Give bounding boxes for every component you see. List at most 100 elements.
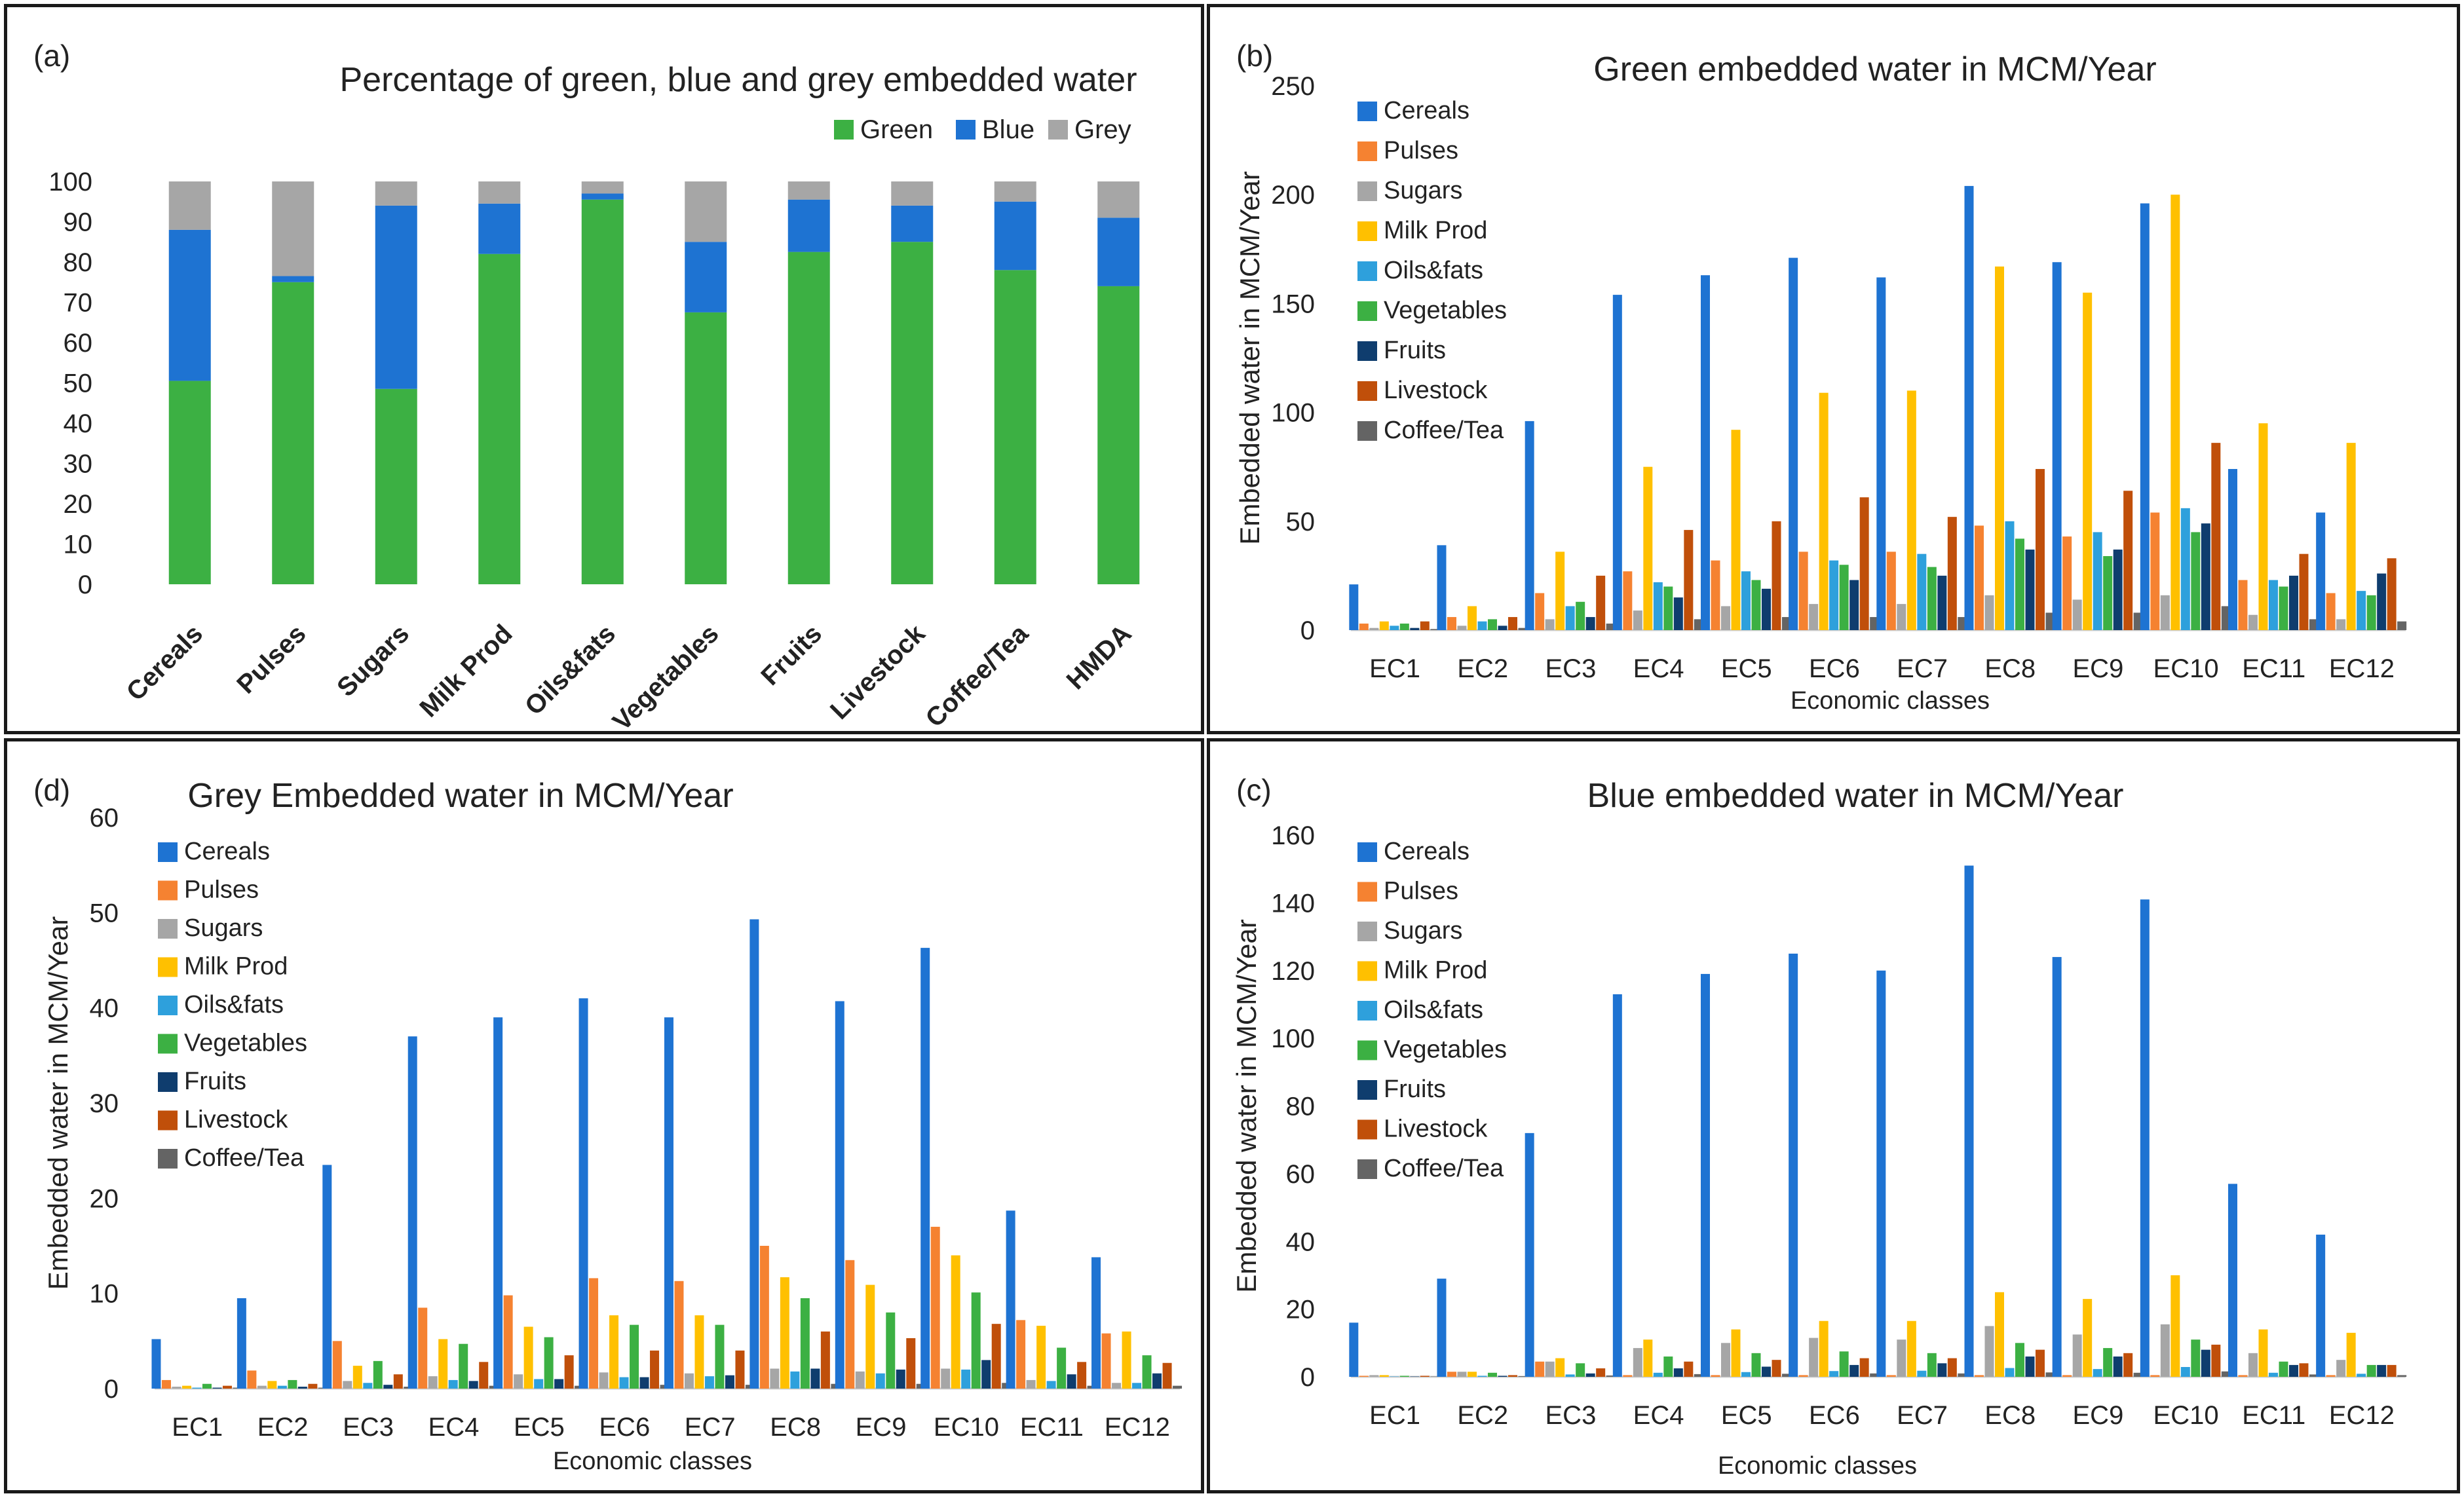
bar-sugars-blue bbox=[375, 205, 417, 389]
y-tick-label: 20 bbox=[1286, 1296, 1316, 1324]
bar-ec9-livestock bbox=[906, 1338, 916, 1389]
legend-swatch-milk-prod bbox=[1357, 221, 1377, 241]
bar-ec10-sugars bbox=[2160, 1324, 2170, 1377]
bar-ec12-coffee-tea bbox=[2397, 1375, 2407, 1377]
bar-ec4-milk-prod bbox=[438, 1339, 448, 1389]
legend-label-vegetables: Vegetables bbox=[184, 1030, 307, 1057]
y-tick-label: 30 bbox=[64, 450, 93, 479]
bar-ec2-sugars bbox=[1457, 1372, 1467, 1377]
bar-ec10-oils-fats bbox=[961, 1369, 971, 1389]
bar-ec11-cereals bbox=[2228, 469, 2237, 630]
bar-ec11-cereals bbox=[1006, 1210, 1015, 1389]
chart-title: Grey Embedded water in MCM/Year bbox=[187, 777, 733, 815]
bar-ec6-vegetables bbox=[1839, 1351, 1849, 1377]
x-tick-label: EC4 bbox=[1633, 1401, 1684, 1430]
bar-ec2-oils-fats bbox=[1477, 1376, 1487, 1377]
bar-ec9-cereals bbox=[2052, 957, 2062, 1377]
bar-hmda-blue bbox=[1097, 217, 1140, 286]
bar-ec5-oils-fats bbox=[534, 1379, 544, 1389]
bar-ec8-cereals bbox=[1964, 865, 1974, 1377]
bar-vegetables-green bbox=[685, 312, 727, 584]
bar-coffee-tea-blue bbox=[994, 201, 1036, 271]
bar-ec7-oils-fats bbox=[1917, 553, 1927, 630]
bar-ec7-milk-prod bbox=[694, 1315, 704, 1389]
x-tick-label: EC3 bbox=[1545, 1401, 1597, 1430]
bar-ec12-fruits bbox=[1152, 1373, 1162, 1389]
x-tick-label: EC12 bbox=[2329, 654, 2395, 683]
bar-ec1-oils-fats bbox=[1390, 1376, 1399, 1377]
bar-ec6-milk-prod bbox=[1819, 392, 1829, 630]
y-axis-title: Embedded water in MCM/Year bbox=[43, 916, 73, 1290]
bar-ec1-cereals bbox=[1349, 1322, 1359, 1377]
bar-ec12-cereals bbox=[2316, 1234, 2326, 1377]
bar-ec4-oils-fats bbox=[1653, 1372, 1663, 1377]
x-tick-label: EC2 bbox=[1457, 654, 1508, 683]
x-tick-label: EC1 bbox=[1369, 654, 1420, 683]
y-tick-label: 90 bbox=[64, 208, 93, 237]
bar-ec9-oils-fats bbox=[2093, 1369, 2102, 1377]
bar-milk-prod-green bbox=[478, 253, 521, 584]
bar-ec4-pulses bbox=[1623, 571, 1633, 630]
legend-swatch-vegetables bbox=[1357, 301, 1377, 321]
bar-ec8-milk-prod bbox=[1995, 1292, 2004, 1377]
y-tick-label: 50 bbox=[90, 899, 119, 927]
bar-ec9-vegetables bbox=[2103, 1348, 2113, 1377]
y-tick-label: 40 bbox=[1286, 1227, 1316, 1256]
x-tick-label: EC12 bbox=[1105, 1413, 1170, 1442]
bar-ec2-vegetables bbox=[1488, 619, 1497, 630]
bar-cereals-grey bbox=[168, 181, 211, 230]
bar-ec2-sugars bbox=[1457, 626, 1467, 630]
bar-ec9-cereals bbox=[835, 1001, 844, 1389]
bar-ec10-livestock bbox=[991, 1324, 1001, 1389]
y-axis-title: Embedded water in MCM/Year bbox=[1234, 171, 1265, 544]
legend-swatch-livestock bbox=[1357, 1119, 1377, 1140]
bar-ec8-livestock bbox=[2036, 1349, 2045, 1377]
bar-ec10-fruits bbox=[2201, 523, 2210, 630]
x-tick-label: Milk Prod bbox=[414, 619, 518, 722]
bar-ec6-fruits bbox=[639, 1377, 649, 1389]
y-tick-label: 10 bbox=[64, 531, 93, 559]
bar-ec3-oils-fats bbox=[363, 1383, 373, 1389]
bar-ec11-sugars bbox=[2248, 1353, 2258, 1377]
y-tick-label: 20 bbox=[64, 490, 93, 519]
legend-swatch-coffee-tea bbox=[1357, 1159, 1377, 1179]
bar-ec5-cereals bbox=[493, 1017, 503, 1389]
bar-ec12-cereals bbox=[2316, 512, 2326, 630]
legend-label-vegetables: Vegetables bbox=[1384, 297, 1507, 324]
bar-hmda-green bbox=[1097, 286, 1140, 584]
bar-ec3-livestock bbox=[393, 1374, 403, 1389]
legend-label-livestock: Livestock bbox=[1384, 377, 1488, 404]
bar-ec1-livestock bbox=[1420, 621, 1430, 630]
x-tick-label: Oils&fats bbox=[520, 619, 621, 721]
x-tick-label: Coffee/Tea bbox=[920, 619, 1034, 733]
bar-ec6-livestock bbox=[1859, 497, 1869, 630]
bar-ec3-fruits bbox=[383, 1385, 393, 1389]
bar-ec5-pulses bbox=[503, 1295, 513, 1389]
x-axis-title: Economic classes bbox=[1791, 687, 1990, 715]
bar-ec9-fruits bbox=[896, 1369, 905, 1389]
bar-ec6-sugars bbox=[1809, 604, 1819, 630]
x-tick-label: EC11 bbox=[1020, 1413, 1084, 1442]
bar-ec5-vegetables bbox=[1751, 580, 1761, 630]
bar-ec5-cereals bbox=[1701, 275, 1710, 630]
legend-label-cereals: Cereals bbox=[184, 838, 270, 865]
bar-ec8-vegetables bbox=[2015, 538, 2024, 630]
bar-ec5-livestock bbox=[1772, 1360, 1781, 1377]
bar-ec1-cereals bbox=[1349, 584, 1359, 630]
bar-ec3-pulses bbox=[1535, 593, 1545, 630]
bar-ec3-vegetables bbox=[1576, 1363, 1585, 1377]
bar-ec11-pulses bbox=[2238, 1375, 2248, 1377]
bar-ec7-fruits bbox=[1937, 1363, 1947, 1377]
bar-ec7-pulses bbox=[1886, 552, 1896, 630]
x-tick-label: EC12 bbox=[2329, 1401, 2395, 1430]
bar-ec3-vegetables bbox=[373, 1360, 383, 1389]
y-tick-label: 160 bbox=[1271, 821, 1315, 850]
legend-label-milk-prod: Milk Prod bbox=[1384, 217, 1487, 244]
legend-label-sugars: Sugars bbox=[1384, 177, 1462, 204]
bar-ec11-milk-prod bbox=[2258, 423, 2268, 630]
bar-ec4-vegetables bbox=[1663, 586, 1673, 630]
chart-d-svg: (d) Grey Embedded water in MCM/Year Embedd… bbox=[33, 773, 1183, 1475]
bar-ec8-pulses bbox=[1975, 525, 1984, 630]
bar-ec11-sugars bbox=[2248, 614, 2258, 630]
y-tick-label: 100 bbox=[1271, 399, 1315, 428]
